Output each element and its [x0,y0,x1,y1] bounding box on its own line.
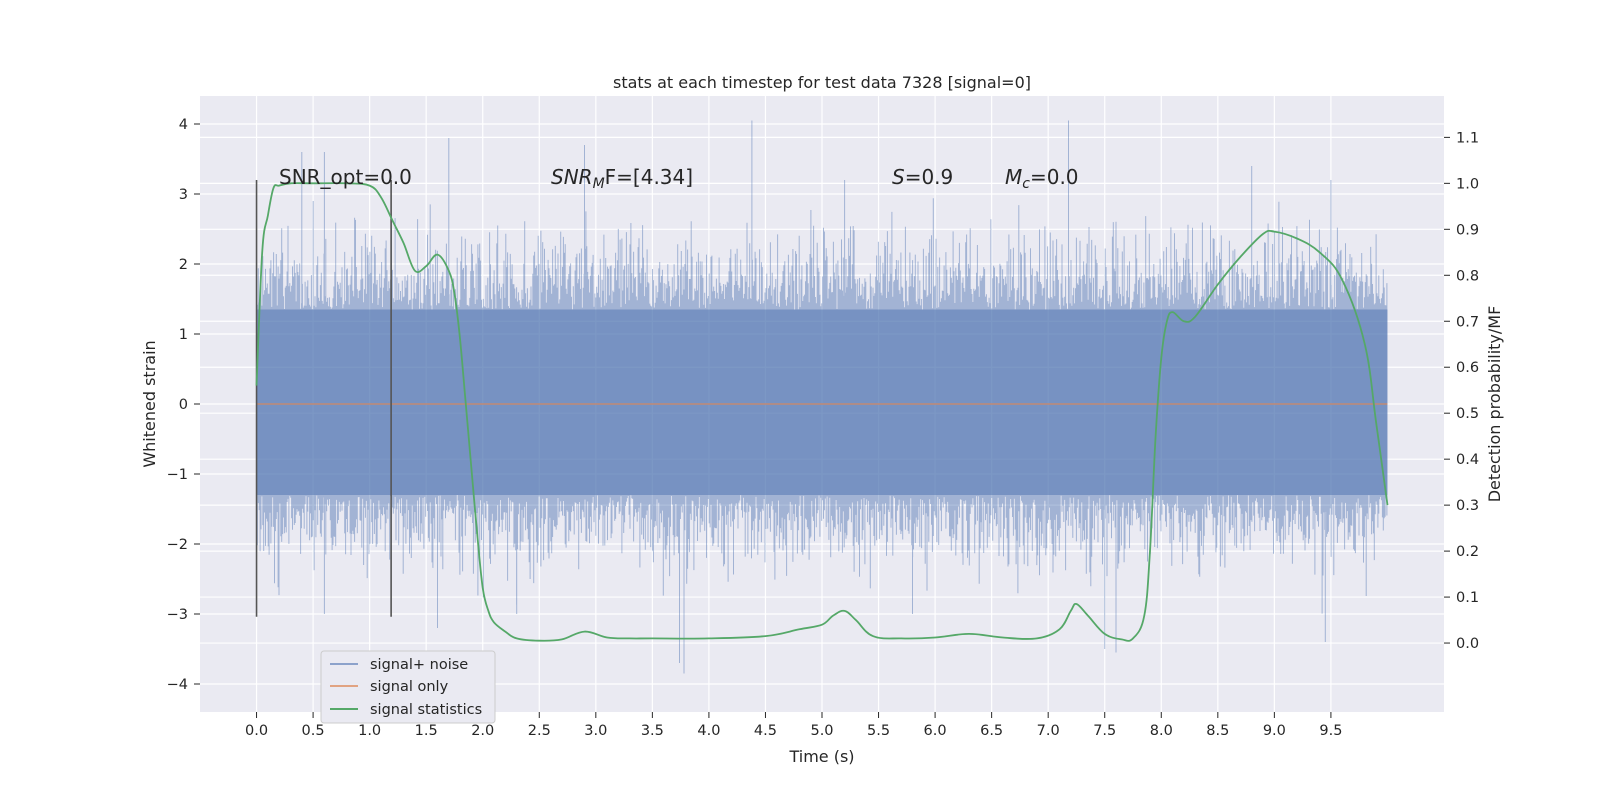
vertical-markers [255,180,392,617]
y-tick-label-3: 1 [179,327,188,343]
x-axis-label: Time (s) [788,747,854,766]
annotation-snr-mf-sub: M [593,176,605,192]
y2-tick-label-10: 0.1 [1456,590,1479,606]
y2-tick-label-7: 0.4 [1456,452,1479,468]
y2-tick-label-3: 0.8 [1456,268,1479,284]
annotation-snr-opt: SNR_opt=0.0 [279,165,412,189]
y-tick-label-5: −1 [167,467,188,483]
annotation-snr-mf: SNRMF=[4.34] [551,165,693,192]
series-signal-plus-noise [256,120,1388,674]
y-tick-label-8: −4 [167,677,188,693]
annotation-mc-val: =0.0 [1030,165,1079,189]
x-tick-label-16: 8.0 [1150,723,1173,739]
x-tick-label-8: 4.0 [697,723,720,739]
x-tick-label-15: 7.5 [1093,723,1116,739]
legend-label-signal-only: signal only [370,679,449,695]
x-tick-label-4: 2.0 [471,723,494,739]
x-tick-label-14: 7.0 [1037,723,1060,739]
x-tick-label-3: 1.5 [415,723,438,739]
y-tick-label-1: 3 [179,187,188,203]
x-tick-label-6: 3.0 [584,723,607,739]
x-tick-label-0: 0.0 [245,723,268,739]
y-tick-label-2: 2 [179,257,188,273]
y2-axis-ticks: 1.1 1.0 0.9 0.8 0.7 0.6 0.5 0.4 0.3 0.2 0.1 0.0 [1444,130,1479,652]
y-tick-label-4: 0 [179,397,188,413]
annotation-mc: Mc=0.0 [1005,165,1079,192]
legend: signal+ noise signal only signal statist… [320,650,496,724]
x-tick-label-10: 5.0 [810,723,833,739]
annotation-mc-sub: c [1022,176,1030,192]
y-axis-ticks: 4 3 2 1 0 −1 −2 −3 −4 [167,117,200,693]
x-axis-ticks: 0.0 0.5 1.0 1.5 2.0 2.5 3.0 3.5 4.0 4.5 5.0 5.5 6.0 6… [245,712,1342,739]
legend-label-signal-statistics: signal statistics [370,702,482,718]
y2-tick-label-2: 0.9 [1456,222,1479,238]
annotation-snr-mf-rest: F=[4.34] [605,165,693,189]
x-tick-label-9: 4.5 [754,723,777,739]
y-tick-label-0: 4 [179,117,188,133]
legend-label-signal-plus-noise: signal+ noise [370,657,468,673]
y-tick-label-6: −2 [167,537,188,553]
annotation-s-sym: S [892,165,905,189]
y2-tick-label-6: 0.5 [1456,406,1479,422]
annotation-mc-sym: M [1005,165,1022,189]
annotation-snr-mf-base: SNR [551,165,593,189]
x-tick-label-12: 6.0 [924,723,947,739]
annotation-s-val: =0.9 [905,165,954,189]
y2-axis-label: Detection probability/MF [1485,306,1504,503]
y2-tick-label-4: 0.7 [1456,314,1479,330]
annotation-s: S=0.9 [892,165,953,189]
x-tick-label-19: 9.5 [1319,723,1342,739]
y2-tick-label-1: 1.0 [1456,176,1479,192]
x-tick-label-7: 3.5 [641,723,664,739]
y-axis-label: Whitened strain [140,340,159,467]
chart-title: stats at each timestep for test data 732… [613,73,1031,92]
x-tick-label-11: 5.5 [867,723,890,739]
x-tick-label-2: 1.0 [358,723,381,739]
legend-box [320,650,496,724]
series-signal-statistics [255,182,1389,642]
y2-tick-label-9: 0.2 [1456,544,1479,560]
x-tick-label-18: 9.0 [1263,723,1286,739]
y2-tick-label-5: 0.6 [1456,360,1479,376]
y2-tick-label-8: 0.3 [1456,498,1479,514]
y2-tick-label-0: 1.1 [1456,130,1479,146]
x-tick-label-17: 8.5 [1206,723,1229,739]
x-tick-label-1: 0.5 [302,723,325,739]
y2-tick-label-11: 0.0 [1456,636,1479,652]
x-tick-label-5: 2.5 [528,723,551,739]
y-tick-label-7: −3 [167,607,188,623]
noise-core-band [256,309,1388,495]
x-tick-label-13: 6.5 [980,723,1003,739]
